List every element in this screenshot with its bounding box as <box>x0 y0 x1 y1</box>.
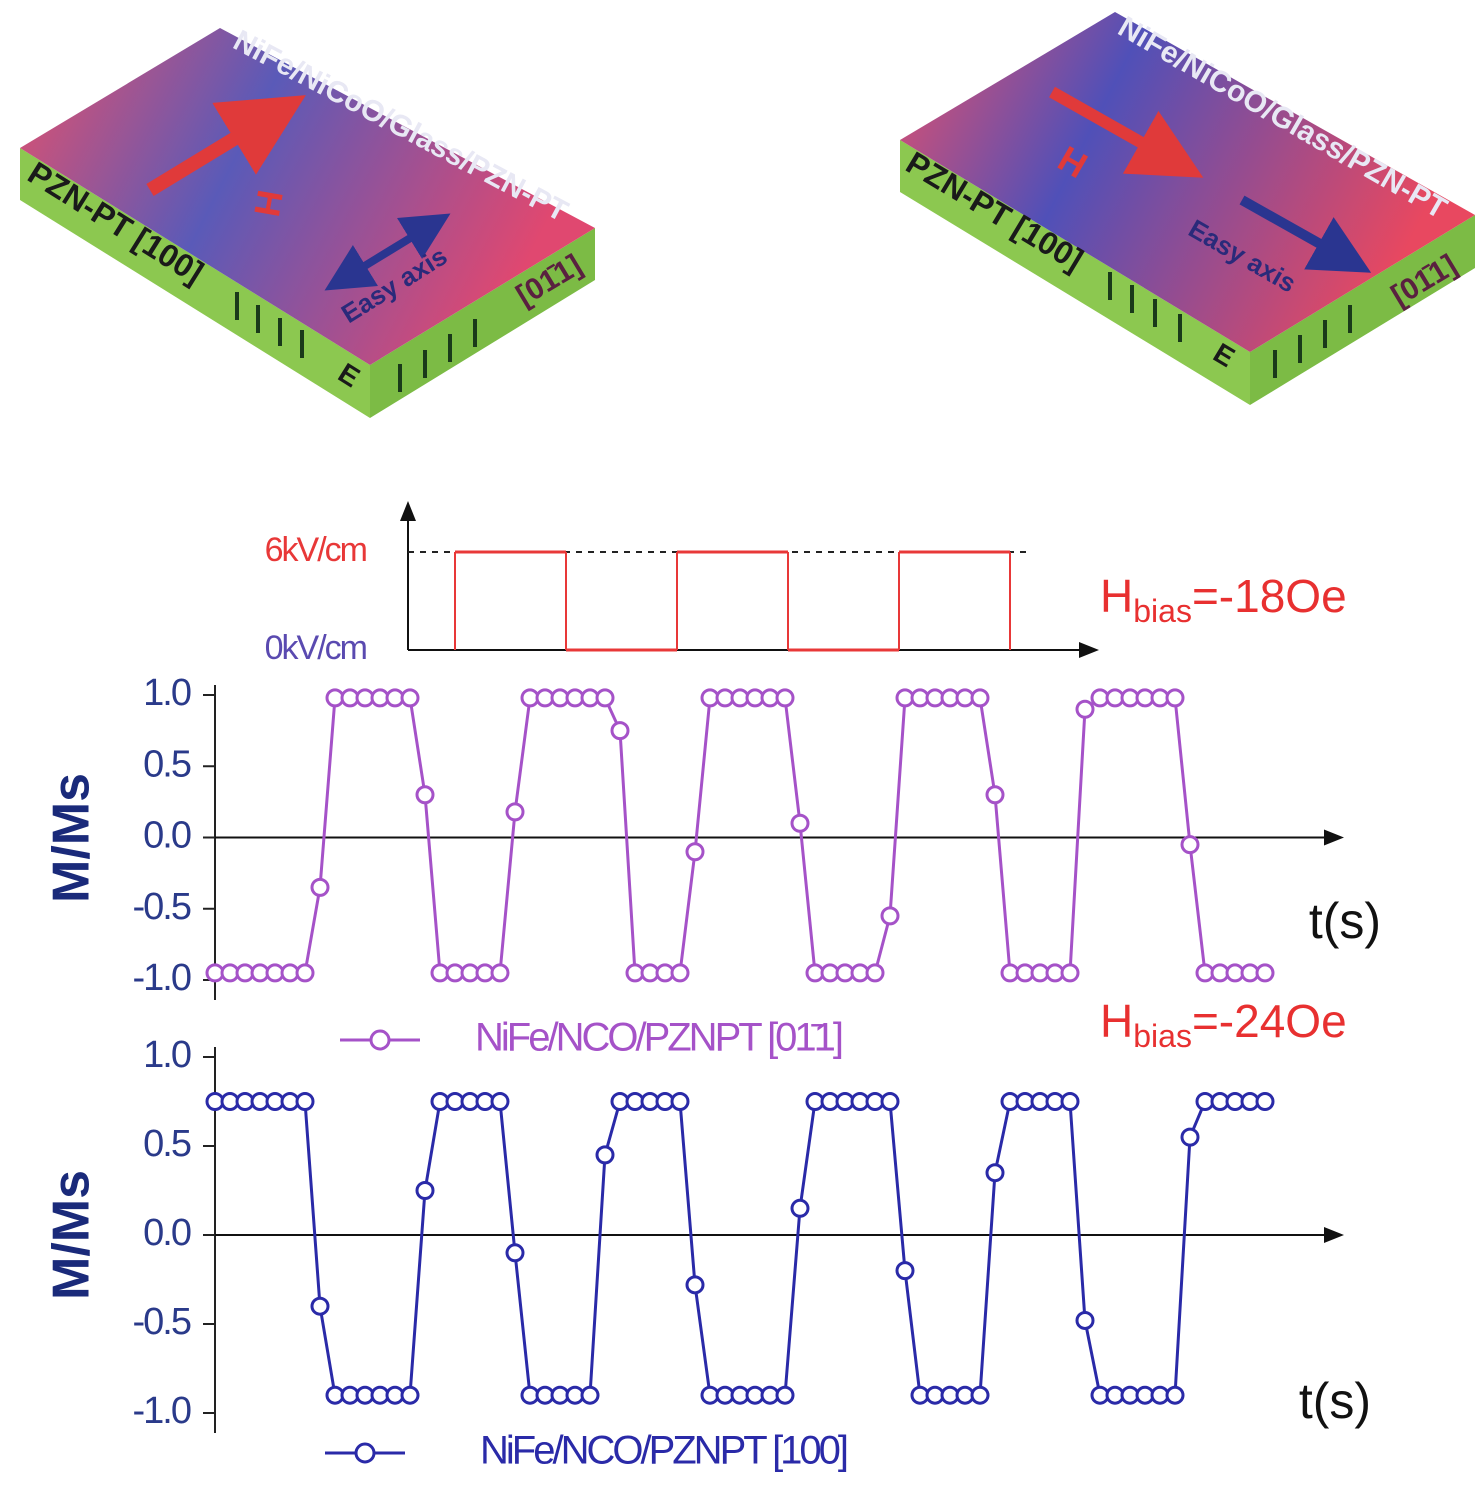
annotation-sub: bias <box>1133 1018 1192 1054</box>
x-axis-label: t(s) <box>1309 893 1381 949</box>
data-point <box>985 785 1005 805</box>
data-point <box>1255 963 1275 983</box>
h-arrow <box>146 95 306 196</box>
annotation-base: H <box>1100 570 1133 622</box>
data-point <box>400 688 420 708</box>
data-point <box>490 1092 510 1111</box>
series-line <box>215 1100 1265 1397</box>
data-point <box>595 1145 615 1165</box>
data-point <box>790 1198 810 1218</box>
annotation: Hbias=-24Oe <box>1100 995 1347 1054</box>
easy-arrow <box>1239 195 1372 273</box>
legend-label: NiFe/NCO/PZNPT [01̄1] <box>475 1016 842 1060</box>
data-point <box>295 963 315 983</box>
data-point <box>490 963 510 983</box>
diagram-right: NiFe/NiCoO/Glass/PZN-PT PZN-PT [100] [01… <box>900 10 1475 405</box>
data-point <box>685 842 705 862</box>
annotation: Hbias=-18Oe <box>1100 570 1347 629</box>
data-point <box>985 1163 1005 1183</box>
easy-arrow <box>324 213 451 291</box>
y-tick-label: 1.0 <box>143 672 191 714</box>
data-point <box>505 802 525 822</box>
series-line <box>215 696 1265 975</box>
data-point <box>310 877 330 897</box>
data-point <box>610 721 630 741</box>
annotation-base: H <box>1100 995 1133 1047</box>
data-point <box>1180 1127 1200 1147</box>
data-point <box>595 688 615 708</box>
data-point <box>970 688 990 708</box>
data-point <box>1165 1385 1185 1405</box>
diagram-left: NiFe/NiCoO/Glass/PZN-PT PZN-PT [100] [01… <box>20 24 595 418</box>
green-side <box>1250 215 1475 405</box>
data-point <box>895 1261 915 1281</box>
legend-marker <box>369 1029 391 1051</box>
e-arrows <box>235 292 477 392</box>
y-tick-label: -0.5 <box>133 886 191 928</box>
data-point <box>670 1092 690 1111</box>
data-point <box>1075 699 1095 719</box>
data-point <box>415 1181 435 1200</box>
data-point <box>310 1296 330 1316</box>
y-tick-label: 0.0 <box>143 815 191 857</box>
data-point <box>865 963 885 983</box>
data-point <box>790 813 810 833</box>
data-point <box>1180 835 1200 855</box>
data-point <box>505 1243 525 1263</box>
green-face <box>20 148 370 418</box>
annotation-rest: =-18Oe <box>1192 570 1347 622</box>
y-tick-label: 1.0 <box>143 1034 191 1076</box>
annotation-sub: bias <box>1133 593 1192 629</box>
legend-label: NiFe/NCO/PZNPT [100] <box>480 1429 847 1473</box>
data-point <box>295 1092 315 1111</box>
data-point <box>400 1385 420 1405</box>
y-tick-label: -1.0 <box>133 957 191 999</box>
top-face <box>20 28 595 365</box>
y-tick-label: -1.0 <box>133 1390 191 1432</box>
y-tick-label: -0.5 <box>133 1301 191 1343</box>
data-point <box>775 1385 795 1405</box>
y-tick-label: 0.5 <box>143 1123 191 1165</box>
data-point <box>580 1385 600 1405</box>
data-point <box>880 1092 900 1111</box>
y-axis-label: M/Ms <box>43 773 101 903</box>
data-point <box>1060 1092 1080 1111</box>
y-axis-label: M/Ms <box>43 1170 101 1300</box>
data-point <box>685 1275 705 1295</box>
annotation-rest: =-24Oe <box>1192 995 1347 1047</box>
x-axis-label: t(s) <box>1299 1373 1371 1429</box>
green-face <box>900 140 1250 405</box>
data-point <box>1165 688 1185 708</box>
y-tick-label: 0.0 <box>143 1212 191 1254</box>
data-point <box>1255 1092 1275 1111</box>
h-arrow <box>1049 86 1204 178</box>
data-point <box>880 906 900 926</box>
data-point <box>415 785 435 805</box>
y-tick-label: 6kV/cm <box>265 531 367 569</box>
data-point <box>775 688 795 708</box>
data-point <box>1060 963 1080 983</box>
y-tick-label: 0.5 <box>143 743 191 785</box>
y-tick-label: 0kV/cm <box>265 629 367 667</box>
data-point <box>670 963 690 983</box>
e-arrows <box>1108 272 1352 378</box>
data-point <box>1075 1310 1095 1330</box>
legend-marker <box>354 1442 376 1464</box>
data-point <box>970 1385 990 1405</box>
